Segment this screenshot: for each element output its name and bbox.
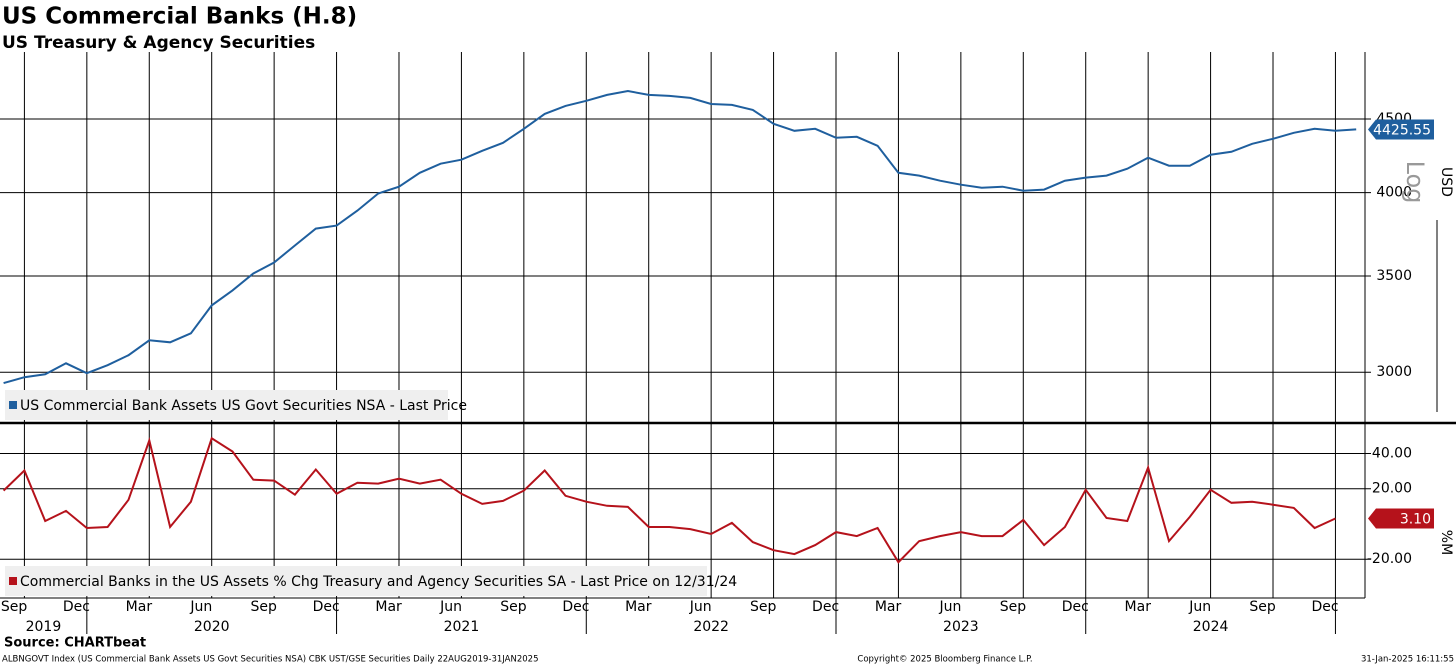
- legend-label: Commercial Banks in the US Assets % Chg …: [20, 574, 737, 590]
- last-value-label: 4425.55: [1373, 122, 1431, 138]
- x-tick-label: Dec: [562, 599, 589, 615]
- y-tick-label: 40.00: [1372, 445, 1412, 461]
- y-axis-label: %M: [1438, 530, 1454, 555]
- y-tick-label: 3500: [1376, 268, 1412, 284]
- scale-label: Log: [1401, 161, 1429, 204]
- x-tick-label: Sep: [750, 599, 777, 615]
- x-tick-label: Mar: [875, 599, 902, 615]
- x-tick-label: Sep: [500, 599, 527, 615]
- legend-box: [5, 566, 707, 596]
- chart-title: US Commercial Banks (H.8): [2, 4, 357, 30]
- x-tick-label: Sep: [1249, 599, 1276, 615]
- y-tick-label: 20.00: [1372, 481, 1412, 497]
- legend-swatch: [9, 577, 17, 585]
- x-tick-label: Dec: [1062, 599, 1089, 615]
- x-tick-label: Dec: [63, 599, 90, 615]
- x-tick-label: Dec: [313, 599, 340, 615]
- x-tick-label: Jun: [439, 599, 462, 615]
- x-tick-label: Mar: [375, 599, 402, 615]
- x-tick-label: Jun: [1188, 599, 1211, 615]
- x-year-label: 2020: [194, 619, 230, 635]
- y-axis-label: USD: [1438, 167, 1454, 197]
- y-tick-label: -20.00: [1367, 551, 1412, 567]
- y-tick-label: 3000: [1376, 364, 1412, 380]
- last-value-label: 3.10: [1400, 511, 1431, 527]
- footer-right: 31-Jan-2025 16:11:55: [1361, 655, 1454, 665]
- x-tick-label: Jun: [189, 599, 212, 615]
- last-value-tag: [1368, 119, 1434, 140]
- data-line: [2, 436, 1336, 564]
- x-tick-label: Mar: [1125, 599, 1152, 615]
- x-tick-label: Jun: [689, 599, 712, 615]
- legend-box: [5, 390, 448, 420]
- x-year-label: 2022: [693, 619, 729, 635]
- data-line: [3, 89, 1357, 385]
- x-tick-label: Mar: [625, 599, 652, 615]
- footer-center: Copyright© 2025 Bloomberg Finance L.P.: [857, 655, 1032, 665]
- x-tick-label: Sep: [251, 599, 278, 615]
- legend-label: US Commercial Bank Assets US Govt Securi…: [20, 398, 467, 414]
- x-year-label: 2024: [1193, 619, 1229, 635]
- x-tick-label: Sep: [1000, 599, 1027, 615]
- x-year-label: 2021: [444, 619, 480, 635]
- x-tick-label: Dec: [812, 599, 839, 615]
- footer-left: ALBNGOVT Index (US Commercial Bank Asset…: [2, 655, 538, 665]
- chart-subtitle: US Treasury & Agency Securities: [2, 33, 315, 53]
- x-year-label: 2019: [26, 619, 62, 635]
- x-tick-label: Sep: [1, 599, 28, 615]
- y-tick-label: 4000: [1376, 185, 1412, 201]
- legend-swatch: [9, 401, 17, 409]
- x-tick-label: Jun: [939, 599, 962, 615]
- last-value-tag: [1368, 508, 1434, 529]
- x-tick-label: Mar: [126, 599, 153, 615]
- x-year-label: 2023: [943, 619, 979, 635]
- x-tick-label: Dec: [1311, 599, 1338, 615]
- source: Source: CHARTbeat: [4, 636, 146, 651]
